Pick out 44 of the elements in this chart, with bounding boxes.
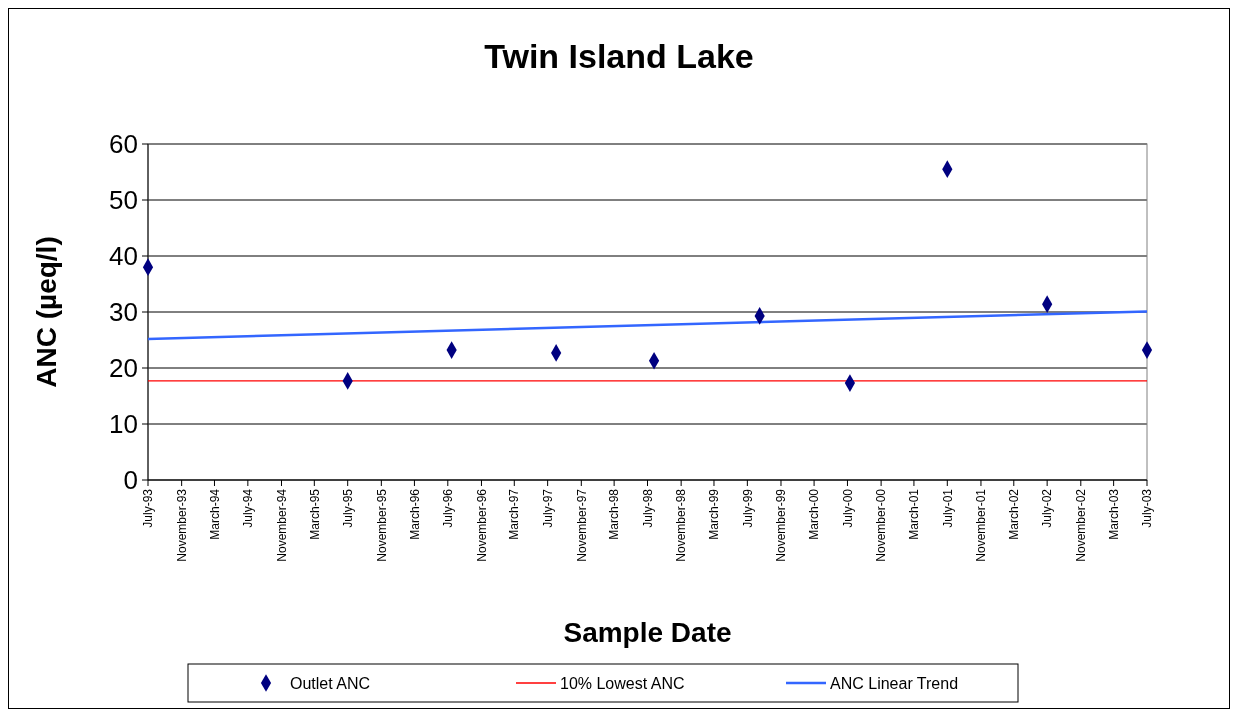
x-tick-label: July-02 xyxy=(1040,488,1055,528)
y-tick-label: 40 xyxy=(109,241,138,272)
legend-label: 10% Lowest ANC xyxy=(560,674,685,692)
x-tick-label: July-01 xyxy=(940,488,955,528)
x-tick-label: November-94 xyxy=(274,488,289,562)
x-tick-label: March-98 xyxy=(607,488,622,540)
y-axis-title: ANC (µeq/l) xyxy=(31,236,62,388)
x-axis-title: Sample Date xyxy=(563,617,732,648)
x-tick-label: March-95 xyxy=(307,488,322,540)
x-tick-label: November-93 xyxy=(174,488,189,562)
y-tick-label: 50 xyxy=(109,185,138,216)
y-tick-label: 30 xyxy=(109,297,138,328)
y-tick-label: 10 xyxy=(109,409,138,440)
x-tick-label: March-94 xyxy=(207,488,222,540)
x-tick-label: November-95 xyxy=(374,488,389,562)
y-tick-label: 0 xyxy=(123,465,138,496)
x-tick-label: November-99 xyxy=(774,488,789,562)
x-tick-label: July-98 xyxy=(640,488,655,528)
x-tick-label: November-01 xyxy=(974,488,989,562)
x-tick-label: March-96 xyxy=(407,488,422,540)
x-tick-label: July-03 xyxy=(1140,488,1155,528)
x-tick-label: July-95 xyxy=(340,488,355,528)
legend-label: ANC Linear Trend xyxy=(830,674,959,692)
x-tick-label: March-97 xyxy=(507,488,522,540)
x-tick-label: July-00 xyxy=(840,488,855,528)
x-tick-label: July-94 xyxy=(241,488,256,528)
y-tick-label: 20 xyxy=(109,353,138,384)
x-tick-label: July-97 xyxy=(540,488,555,528)
x-tick-label: November-98 xyxy=(674,488,689,562)
x-tick-label: March-03 xyxy=(1106,488,1121,540)
x-tick-label: November-02 xyxy=(1074,488,1088,562)
x-tick-label: March-01 xyxy=(907,488,922,540)
x-tick-label: March-00 xyxy=(807,488,822,540)
chart-title: Twin Island Lake xyxy=(484,37,754,75)
x-tick-label: July-93 xyxy=(141,488,156,528)
x-tick-label: July-96 xyxy=(441,488,456,528)
x-tick-label: March-99 xyxy=(707,488,722,540)
x-tick-label: November-00 xyxy=(874,488,889,562)
legend-label: Outlet ANC xyxy=(290,674,371,692)
x-tick-label: November-96 xyxy=(474,488,489,562)
y-tick-label: 60 xyxy=(109,129,138,160)
x-tick-label: November-97 xyxy=(574,488,589,562)
x-tick-label: July-99 xyxy=(740,488,755,528)
x-tick-label: March-02 xyxy=(1006,488,1021,540)
